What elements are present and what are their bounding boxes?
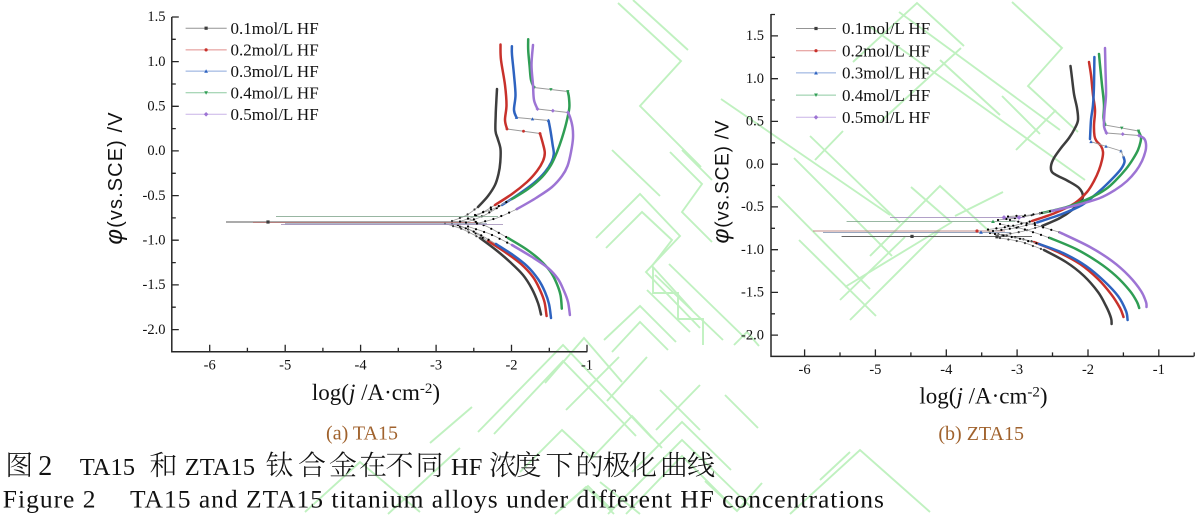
svg-text:TA15 and ZTA15 titanium alloys: TA15 and ZTA15 titanium alloys under dif… <box>130 485 885 514</box>
svg-text:Figure 2: Figure 2 <box>3 485 97 514</box>
svg-text:0.5: 0.5 <box>147 99 165 115</box>
svg-text:-2: -2 <box>1082 362 1094 378</box>
svg-text:HF: HF <box>451 454 482 481</box>
svg-text:log(j /A·cm-2): log(j /A·cm-2) <box>919 384 1047 409</box>
svg-text:(b) ZTA15: (b) ZTA15 <box>938 423 1024 445</box>
svg-text:0.3mol/L HF: 0.3mol/L HF <box>842 64 930 83</box>
svg-text:0.4mol/L HF: 0.4mol/L HF <box>231 84 319 103</box>
svg-text:0.5mol/L HF: 0.5mol/L HF <box>231 105 319 124</box>
svg-text:-0.5: -0.5 <box>741 199 764 215</box>
svg-text:-5: -5 <box>869 362 881 378</box>
svg-text:-3: -3 <box>430 358 442 374</box>
svg-text:1.5: 1.5 <box>147 9 165 25</box>
svg-text:-6: -6 <box>799 362 811 378</box>
svg-text:0.0: 0.0 <box>746 156 764 172</box>
svg-text:-1: -1 <box>581 358 593 374</box>
svg-text:-2: -2 <box>505 358 517 374</box>
svg-text:-2.0: -2.0 <box>143 322 166 338</box>
svg-text:0.5mol/L HF: 0.5mol/L HF <box>842 108 930 127</box>
svg-text:0.1mol/L HF: 0.1mol/L HF <box>231 19 319 38</box>
svg-text:0.2mol/L HF: 0.2mol/L HF <box>231 41 319 60</box>
svg-text:-6: -6 <box>204 358 216 374</box>
svg-text:-1.5: -1.5 <box>143 277 166 293</box>
svg-text:-1.5: -1.5 <box>741 285 764 301</box>
svg-text:0.1mol/L HF: 0.1mol/L HF <box>842 19 930 38</box>
svg-text:-4: -4 <box>355 358 368 374</box>
svg-text:-3: -3 <box>1011 362 1023 378</box>
svg-text:-2.0: -2.0 <box>741 327 764 343</box>
svg-text:1.5: 1.5 <box>746 28 764 44</box>
svg-text:1.0: 1.0 <box>746 71 764 87</box>
svg-text:0.3mol/L HF: 0.3mol/L HF <box>231 62 319 81</box>
svg-text:1.0: 1.0 <box>147 54 165 70</box>
svg-text:TA15: TA15 <box>80 454 135 481</box>
svg-text:-5: -5 <box>279 358 291 374</box>
svg-text:0.0: 0.0 <box>147 143 165 159</box>
svg-text:(a) TA15: (a) TA15 <box>326 423 398 445</box>
svg-text:ZTA15: ZTA15 <box>185 454 255 481</box>
svg-text:log(j /A·cm-2): log(j /A·cm-2) <box>312 380 440 405</box>
svg-text:-0.5: -0.5 <box>143 188 166 204</box>
svg-text:-1: -1 <box>1153 362 1165 378</box>
svg-text:φ(vs.SCE) /V: φ(vs.SCE) /V <box>708 120 734 244</box>
svg-text:-1.0: -1.0 <box>741 242 764 258</box>
svg-text:2: 2 <box>38 451 52 482</box>
svg-text:0.4mol/L HF: 0.4mol/L HF <box>842 86 930 105</box>
svg-text:-1.0: -1.0 <box>143 232 166 248</box>
svg-text:0.2mol/L HF: 0.2mol/L HF <box>842 41 930 60</box>
svg-text:-4: -4 <box>940 362 953 378</box>
svg-text:0.5: 0.5 <box>746 114 764 130</box>
svg-text:φ(vs.SCE) /V: φ(vs.SCE) /V <box>101 111 128 244</box>
